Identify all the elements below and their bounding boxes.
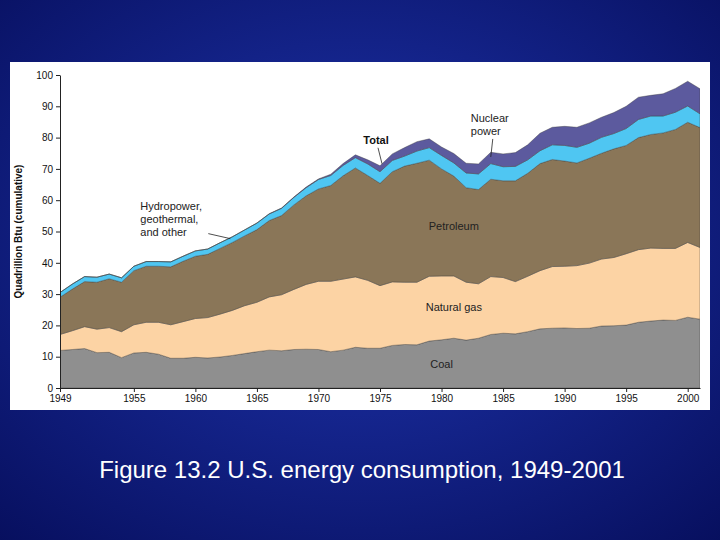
- tick: 1955: [123, 388, 146, 404]
- title: Figure 13.2 U.S. energy consumption, 194…: [99, 456, 625, 483]
- chart-panel: [10, 62, 710, 410]
- x-axis: 1949 1955 1960 1965 1970 1975 1980 1985 1990 1995…: [49, 388, 700, 404]
- tick-label: 50: [42, 226, 54, 237]
- tick-label: 2000: [677, 393, 700, 404]
- tick-label: 10: [42, 351, 54, 362]
- tick: 100: [36, 70, 60, 81]
- axis-line: [60, 76, 61, 389]
- label-line: geothermal,: [140, 213, 198, 225]
- tick: 60: [42, 195, 60, 206]
- tick-label: 1970: [308, 393, 331, 404]
- tick-mark: [56, 388, 60, 389]
- tick-mark: [56, 294, 60, 295]
- tick-mark: [688, 388, 689, 392]
- tick-label: 90: [42, 101, 54, 112]
- tick: 2000: [677, 388, 700, 404]
- tick: 1975: [369, 388, 392, 404]
- area: [60, 81, 700, 292]
- tick: 1985: [492, 388, 515, 404]
- y-axis: 0 10 20 30 40 50 60 70 80 90 100: [36, 70, 60, 394]
- tick: 1965: [246, 388, 269, 404]
- series-label: Hydropower,geothermal,and other: [140, 200, 202, 238]
- tick-label: 100: [36, 70, 53, 81]
- tick-mark: [318, 388, 319, 392]
- tick-mark: [56, 75, 60, 76]
- labels: Coal Natural gas Petroleum Hydropower,geoth…: [140, 112, 509, 370]
- tick: 70: [42, 164, 60, 175]
- tick-label: 60: [42, 195, 54, 206]
- series-label: Coal: [430, 358, 453, 370]
- page: {"chart_data": { "type": "area", "stacke…: [0, 0, 720, 540]
- tick-mark: [56, 138, 60, 139]
- series-label: Nuclearpower: [471, 112, 509, 137]
- tick: 30: [42, 289, 60, 300]
- tick: 1995: [616, 388, 639, 404]
- tick: 1990: [554, 388, 577, 404]
- tick-mark: [195, 388, 196, 392]
- tick-mark: [380, 388, 381, 392]
- label-line: and other: [140, 226, 187, 238]
- label-line: Nuclear: [471, 112, 509, 124]
- annotation: Total: [363, 134, 388, 146]
- series-label: Natural gas: [426, 301, 483, 313]
- tick-label: 1975: [369, 393, 392, 404]
- tick-label: 1949: [49, 393, 72, 404]
- tick-mark: [565, 388, 566, 392]
- tick-mark: [56, 200, 60, 201]
- tick-mark: [257, 388, 258, 392]
- tick: 50: [42, 226, 60, 237]
- tick-label: 70: [42, 164, 54, 175]
- tick: 10: [42, 351, 60, 362]
- tick: 1970: [308, 388, 331, 404]
- leader-line: [378, 148, 382, 164]
- tick: 1949: [49, 388, 72, 404]
- tick: 1980: [431, 388, 454, 404]
- tick-label: 1985: [492, 393, 515, 404]
- tick-label: 1980: [431, 393, 454, 404]
- tick-label: 20: [42, 320, 54, 331]
- tick-label: 1995: [616, 393, 639, 404]
- tick-mark: [442, 388, 443, 392]
- tick-mark: [56, 263, 60, 264]
- tick-label: 80: [42, 132, 54, 143]
- chart: 0102030405060708090100194919551960196519…: [0, 0, 720, 540]
- tick-mark: [56, 357, 60, 358]
- label-line: Hydropower,: [140, 200, 202, 212]
- tick-mark: [626, 388, 627, 392]
- tick-label: 0: [47, 383, 53, 394]
- tick-label: 1965: [246, 393, 269, 404]
- label-line: power: [471, 125, 501, 137]
- leader-line: [208, 234, 230, 239]
- tick: 80: [42, 132, 60, 143]
- background: [0, 0, 720, 540]
- tick-label: 1955: [123, 393, 146, 404]
- tick-label: 1990: [554, 393, 577, 404]
- tick-mark: [60, 388, 61, 392]
- tick-mark: [56, 169, 60, 170]
- tick-label: 40: [42, 258, 54, 269]
- leader-line: [491, 139, 493, 157]
- tick-mark: [56, 106, 60, 107]
- tick: 20: [42, 320, 60, 331]
- axis-title: Quadrillion Btu (cumulative): [13, 165, 24, 299]
- area: [60, 122, 700, 334]
- tick: 0: [47, 383, 60, 394]
- tick-label: 30: [42, 289, 54, 300]
- tick-mark: [503, 388, 504, 392]
- tick-mark: [56, 232, 60, 233]
- tick: 40: [42, 258, 60, 269]
- tick-mark: [134, 388, 135, 392]
- tick-mark: [56, 325, 60, 326]
- tick: 1960: [185, 388, 208, 404]
- tick: 90: [42, 101, 60, 112]
- tick-label: 1960: [185, 393, 208, 404]
- series-label: Petroleum: [429, 220, 479, 232]
- plot-area: [60, 81, 700, 388]
